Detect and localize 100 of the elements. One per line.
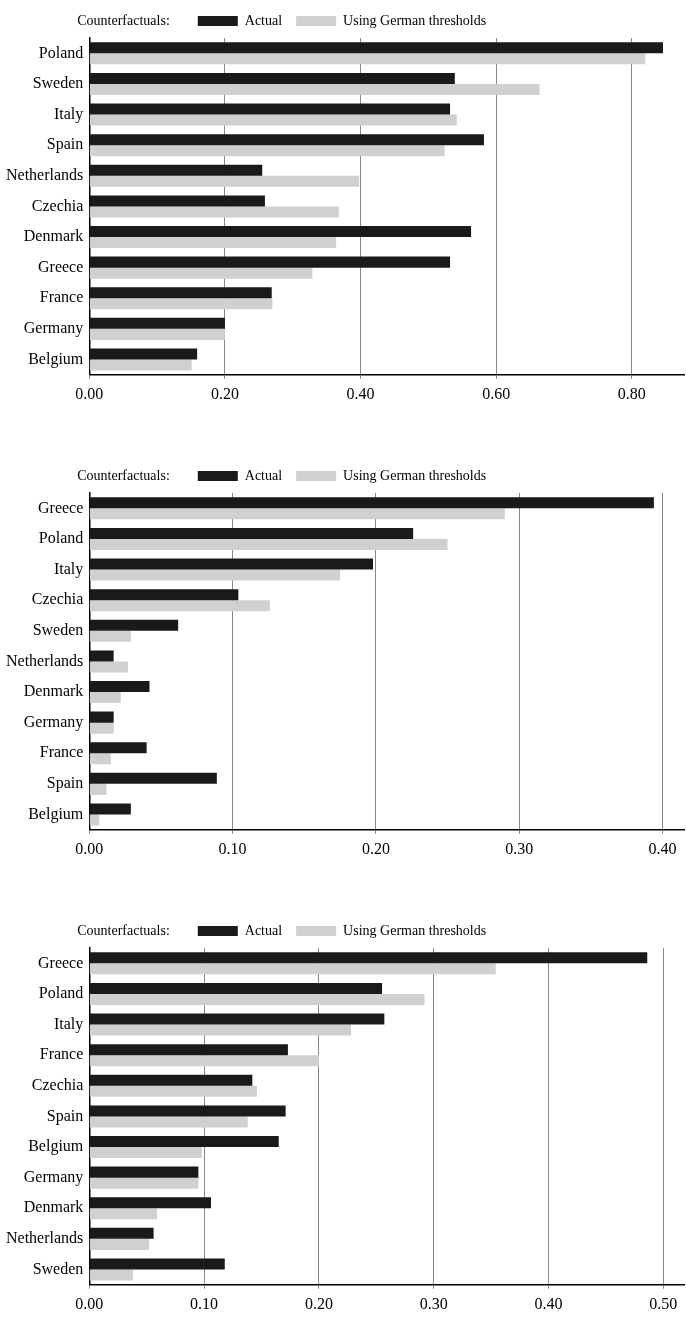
y-tick-label: Czechia [31,590,84,608]
bar [89,722,114,734]
bar [89,237,337,249]
x-tick-label: 0.00 [75,384,104,402]
bar [89,600,270,612]
bar [89,256,451,268]
y-tick-label: Belgium [28,1137,84,1156]
y-tick-label: Spain [46,135,84,154]
bar [89,508,505,520]
bar [89,206,339,218]
bar [89,103,451,115]
bar [89,558,374,570]
bar [89,1116,248,1128]
x-tick-label: 0.00 [75,839,104,857]
y-tick-label: Spain [46,1106,84,1125]
bar [89,328,225,340]
x-tick-label: 0.60 [482,384,511,402]
bar [89,993,425,1005]
y-tick-label: Sweden [32,1259,84,1277]
y-tick-label: Netherlands [5,1229,84,1247]
bar [89,982,383,994]
y-tick-label: France [39,743,84,761]
bar [89,1166,199,1178]
bar [89,1197,211,1209]
bar [89,83,540,95]
bar [89,1013,385,1025]
bar [89,175,360,187]
y-tick-label: Italy [53,104,84,123]
y-tick-label: Poland [38,984,84,1002]
bar [89,1055,319,1067]
y-tick-label: Italy [53,1014,84,1033]
y-tick-label: Netherlands [5,165,84,183]
bar [89,226,472,238]
bar [89,619,179,631]
y-tick-label: Germany [23,319,84,338]
x-tick-label: 0.30 [505,839,534,857]
bar [89,164,263,176]
legend-label: Actual [244,12,283,28]
bar [89,527,414,539]
y-tick-label: Denmark [23,227,84,245]
bar [89,497,654,509]
bar [89,630,131,642]
bar [89,1238,149,1250]
y-tick-label: Sweden [32,620,84,638]
bar [89,753,111,765]
bar [89,963,496,975]
y-tick-label: France [39,1045,84,1063]
y-tick-label: Belgium [28,349,84,368]
bar [89,814,100,826]
bar [89,145,445,157]
bar [89,589,239,601]
x-tick-label: 0.10 [218,839,247,857]
bar [89,692,121,704]
bar [89,1085,257,1097]
y-tick-label: Denmark [23,682,84,700]
y-tick-label: Poland [38,43,84,61]
bar [89,267,313,279]
y-tick-label: Greece [38,953,84,971]
y-tick-label: Italy [53,559,84,578]
bar [89,661,128,673]
y-tick-label: Czechia [31,196,84,214]
x-tick-label: 0.80 [617,384,646,402]
bar [89,359,192,371]
x-tick-label: 0.40 [346,384,375,402]
bar [89,72,455,84]
bar [89,42,663,54]
bar [89,287,272,299]
y-tick-label: France [39,288,84,306]
bar [89,1177,199,1189]
bar [89,650,114,662]
bar [89,803,131,815]
y-tick-label: Czechia [31,1075,84,1093]
y-tick-label: Sweden [32,74,84,92]
bar [89,569,341,581]
legend-label: Using German thresholds [343,12,487,28]
bar [89,1044,288,1056]
bar [89,711,114,723]
legend-label: Using German thresholds [343,467,487,483]
legend-title: Counterfactuals: [77,467,170,483]
bar [89,348,198,360]
x-tick-label: 0.50 [649,1294,678,1312]
y-tick-label: Poland [38,529,84,547]
x-tick-label: 0.40 [648,839,677,857]
x-tick-label: 0.20 [361,839,390,857]
x-tick-label: 0.20 [210,384,239,402]
bar [89,1105,286,1117]
x-tick-label: 0.00 [75,1294,104,1312]
legend-label: Actual [244,922,283,938]
bar [89,1227,154,1239]
bar [89,114,457,126]
bar [89,1258,225,1270]
bar [89,134,484,146]
bar [89,195,265,207]
x-tick-label: 0.20 [304,1294,333,1312]
bar [89,1024,352,1036]
bar [89,1147,202,1159]
bar [89,538,448,550]
bar [89,742,147,754]
bar [89,1208,158,1220]
bar [89,1074,253,1086]
